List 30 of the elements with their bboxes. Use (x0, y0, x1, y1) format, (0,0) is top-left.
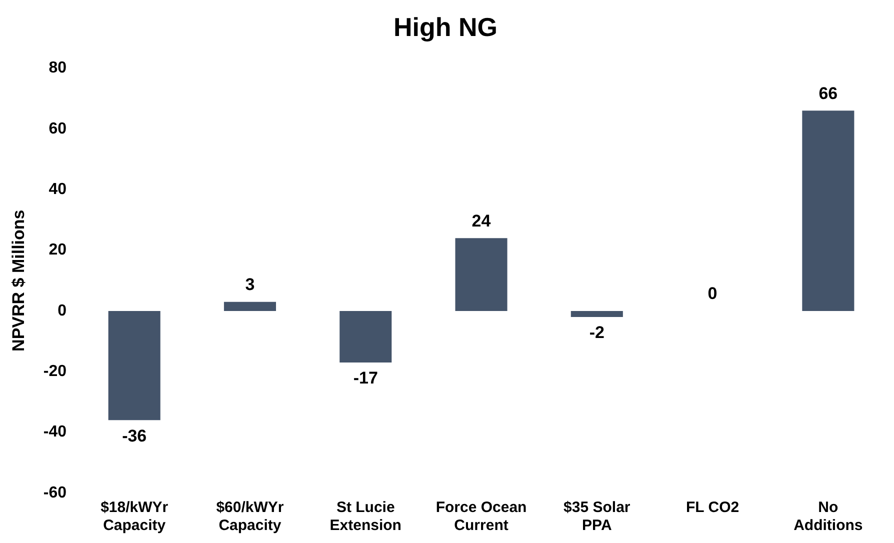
x-tick-label: Force Ocean Current (436, 499, 527, 534)
x-tick-label: St Lucie Extension (330, 499, 402, 534)
y-axis-title: NPVRR $ Millions (8, 210, 28, 352)
data-label: 0 (708, 284, 718, 304)
y-tick-label: -40 (43, 424, 67, 441)
x-tick-label: FL CO2 (686, 499, 740, 516)
x-tick-label: No Additions (794, 499, 863, 534)
data-label: 3 (245, 275, 255, 294)
y-tick-label: 0 (58, 302, 67, 320)
chart-title: High NG (394, 12, 498, 42)
data-label: -17 (353, 368, 378, 388)
bar (224, 302, 276, 311)
data-label: -2 (589, 323, 604, 342)
y-tick-label: 40 (48, 180, 67, 198)
y-tick-label: 20 (48, 242, 67, 259)
y-tick-label: -20 (43, 363, 67, 380)
bar (340, 310, 392, 363)
bar (108, 310, 160, 420)
y-tick-label: 60 (48, 120, 67, 138)
bar (570, 310, 623, 318)
y-tick-label: -60 (43, 484, 67, 502)
data-label: -36 (122, 426, 147, 446)
bar (455, 238, 508, 311)
data-label: 24 (472, 211, 492, 230)
bar (802, 110, 854, 311)
x-tick-label: $18/kWYr Capacity (100, 499, 168, 534)
x-tick-label: $60/kWYr Capacity (216, 499, 284, 534)
x-tick-label: $35 Solar PPA (564, 499, 630, 534)
data-label: 66 (818, 84, 838, 103)
y-tick-label: 80 (48, 60, 67, 77)
